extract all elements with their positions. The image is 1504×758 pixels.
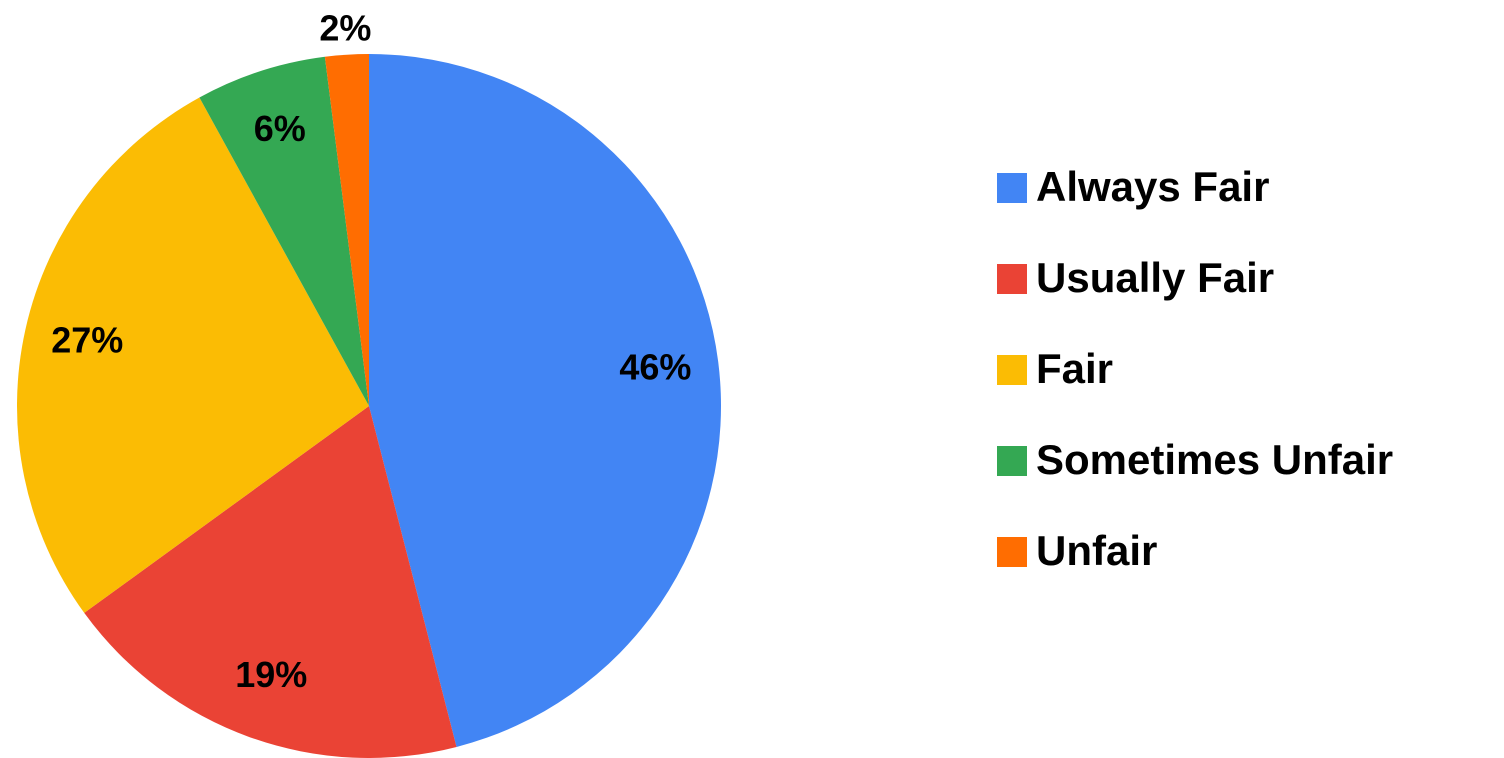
value-label: 19%: [235, 654, 307, 695]
value-label: 2%: [319, 7, 371, 48]
value-label: 6%: [254, 108, 306, 149]
legend-swatch: [997, 537, 1027, 567]
pie-slice: [369, 54, 722, 747]
legend-swatch: [997, 173, 1027, 203]
pie-slice: [324, 54, 369, 406]
value-label: 27%: [51, 320, 123, 361]
pie-slice: [84, 406, 457, 758]
legend-label: Unfair: [1036, 527, 1157, 574]
legend-label: Usually Fair: [1036, 254, 1274, 301]
legend-label: Fair: [1036, 345, 1113, 392]
legend-label: Always Fair: [1036, 163, 1269, 210]
legend-label: Sometimes Unfair: [1036, 436, 1393, 483]
pie-slice: [16, 97, 369, 613]
legend-swatch: [997, 264, 1027, 294]
pie-slice: [199, 56, 369, 406]
legend-swatch: [997, 446, 1027, 476]
value-label: 46%: [619, 346, 691, 387]
legend-swatch: [997, 355, 1027, 385]
